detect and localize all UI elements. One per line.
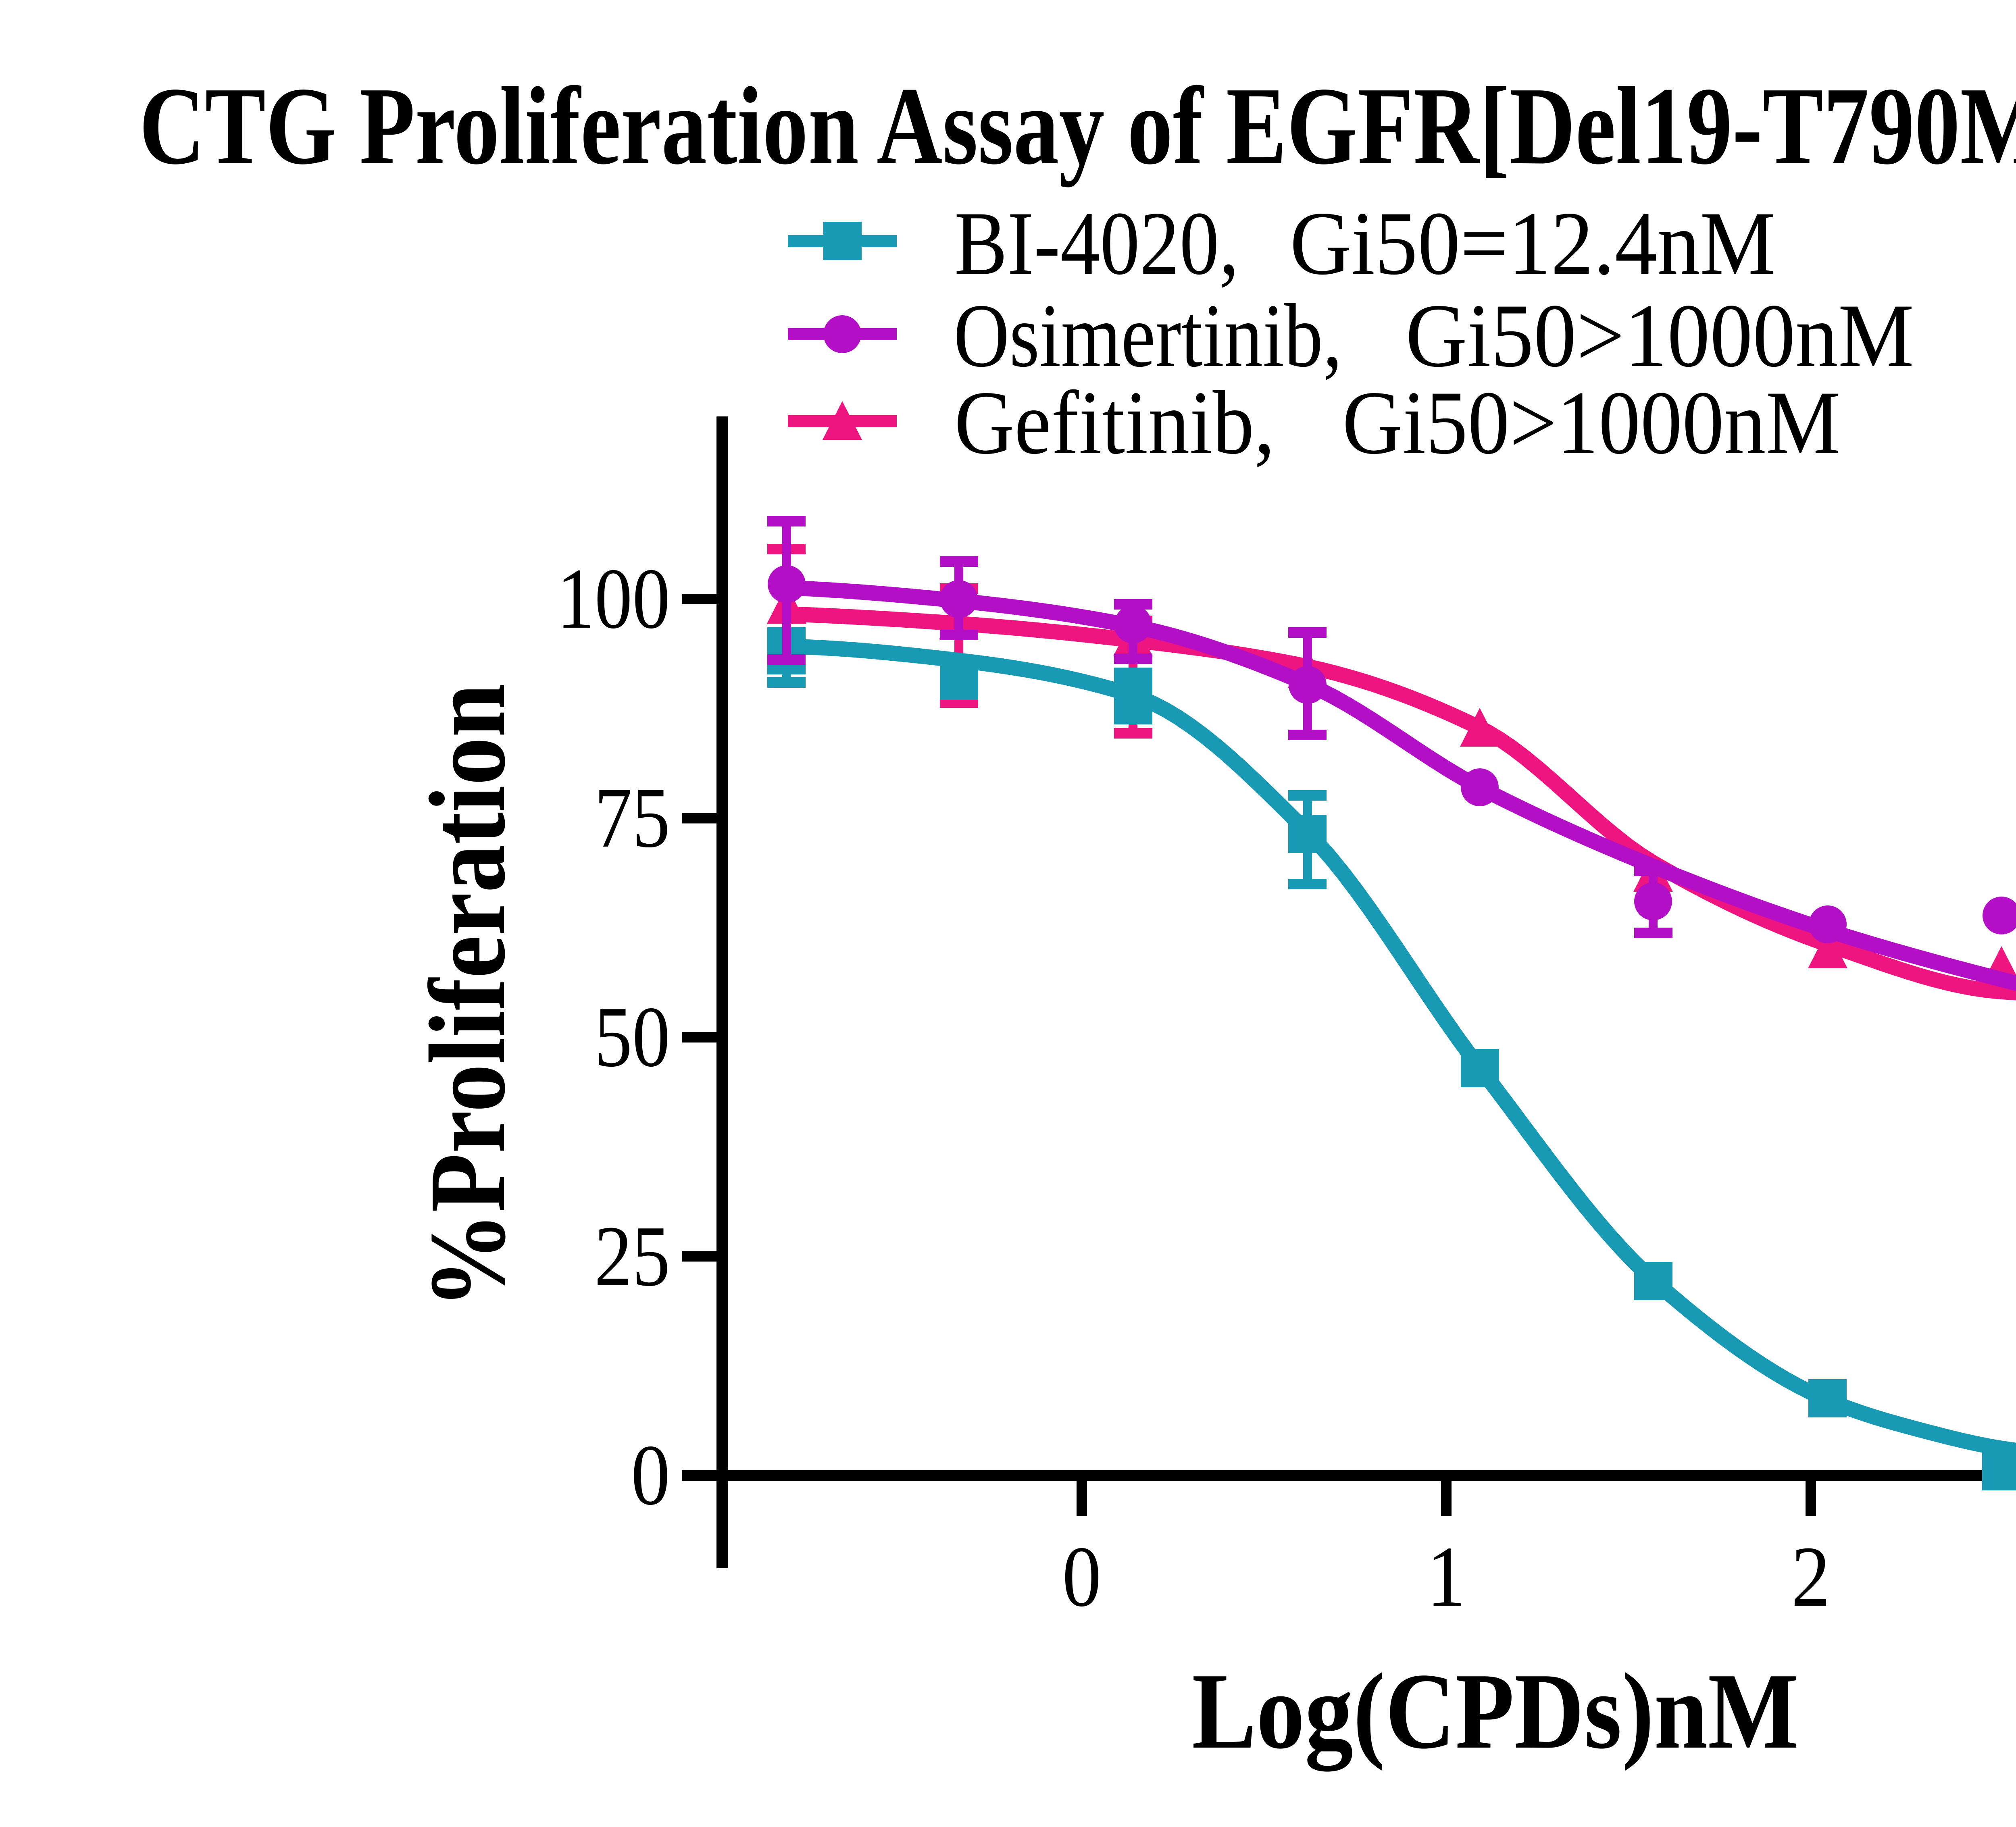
svg-text:75: 75 [594, 769, 670, 866]
svg-text:50: 50 [594, 988, 670, 1085]
svg-text:BI-4020,: BI-4020, [954, 193, 1239, 293]
svg-text:Gi50>1000nM: Gi50>1000nM [1406, 285, 1914, 386]
svg-text:%Proliferation: %Proliferation [407, 684, 528, 1309]
svg-text:CTG Proliferation Assay of EGF: CTG Proliferation Assay of EGFR[Del19-T7… [139, 64, 2016, 187]
svg-text:100: 100 [557, 550, 670, 647]
svg-text:Gi50=12.4nM: Gi50=12.4nM [1290, 193, 1776, 293]
svg-text:1: 1 [1427, 1528, 1466, 1625]
svg-text:Osimertinib,: Osimertinib, [954, 285, 1342, 386]
svg-text:Gi50>1000nM: Gi50>1000nM [1342, 372, 1840, 473]
svg-text:25: 25 [594, 1208, 670, 1304]
svg-text:2: 2 [1791, 1528, 1831, 1625]
svg-text:Log(CPDs)nM: Log(CPDs)nM [1192, 1651, 1799, 1773]
svg-text:0: 0 [631, 1427, 670, 1523]
svg-text:Gefitinib,: Gefitinib, [954, 372, 1275, 473]
svg-text:0: 0 [1062, 1528, 1102, 1625]
